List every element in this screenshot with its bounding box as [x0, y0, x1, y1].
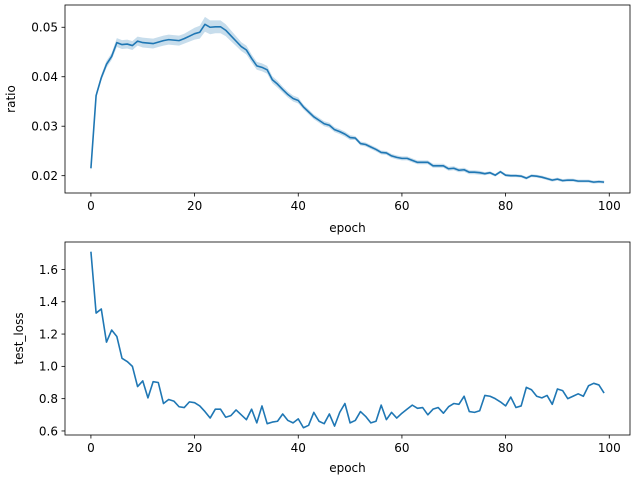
- test-loss-y-axis-label: test_loss: [12, 312, 26, 364]
- test-loss-x-ticks: 0 20 40 60 80 100: [87, 435, 621, 455]
- ratio-x-axis-label: epoch: [329, 221, 366, 235]
- test-loss-x-tick-label: 100: [598, 441, 621, 455]
- ratio-y-tick-label: 0.03: [31, 120, 58, 134]
- ratio-x-tick-label: 20: [187, 199, 202, 213]
- ratio-x-tick-label: 0: [87, 199, 95, 213]
- ratio-x-tick-label: 40: [291, 199, 306, 213]
- test-loss-y-tick-label: 1.4: [39, 295, 58, 309]
- ratio-x-tick-label: 60: [394, 199, 409, 213]
- test-loss-x-tick-label: 40: [291, 441, 306, 455]
- ratio-y-axis-label: ratio: [4, 85, 18, 113]
- test-loss-x-tick-label: 0: [87, 441, 95, 455]
- ratio-x-tick-label: 100: [598, 199, 621, 213]
- ratio-y-tick-label: 0.02: [31, 169, 58, 183]
- test-loss-x-tick-label: 20: [187, 441, 202, 455]
- ratio-axes-frame: [64, 4, 631, 194]
- test-loss-y-tick-label: 1.2: [39, 327, 58, 341]
- test-loss-x-tick-label: 80: [498, 441, 513, 455]
- ratio-x-tick-label: 80: [498, 199, 513, 213]
- ratio-line: [90, 23, 605, 183]
- test-loss-x-tick-label: 60: [394, 441, 409, 455]
- ratio-subplot: 0 20 40 60 80 100 0.02 0.03 0.04 0.05 epoch rati…: [4, 4, 631, 235]
- test-loss-y-tick-label: 0.8: [39, 392, 58, 406]
- test-loss-y-tick-label: 0.6: [39, 424, 58, 438]
- test-loss-y-ticks: 0.6 0.8 1.0 1.2 1.4 1.6: [39, 263, 65, 438]
- ratio-y-tick-label: 0.05: [31, 21, 58, 35]
- test-loss-axes-frame: [64, 241, 631, 436]
- test-loss-subplot: 0 20 40 60 80 100 0.6 0.8 1.0 1.2 1.4 1.6 epoch te…: [12, 241, 631, 475]
- test-loss-y-tick-label: 1.0: [39, 360, 58, 374]
- ratio-y-tick-label: 0.04: [31, 70, 58, 84]
- test-loss-x-axis-label: epoch: [329, 461, 366, 475]
- ratio-y-ticks: 0.02 0.03 0.04 0.05: [31, 21, 65, 183]
- test-loss-line: [90, 251, 605, 429]
- test-loss-y-tick-label: 1.6: [39, 263, 58, 277]
- ratio-x-ticks: 0 20 40 60 80 100: [87, 193, 621, 213]
